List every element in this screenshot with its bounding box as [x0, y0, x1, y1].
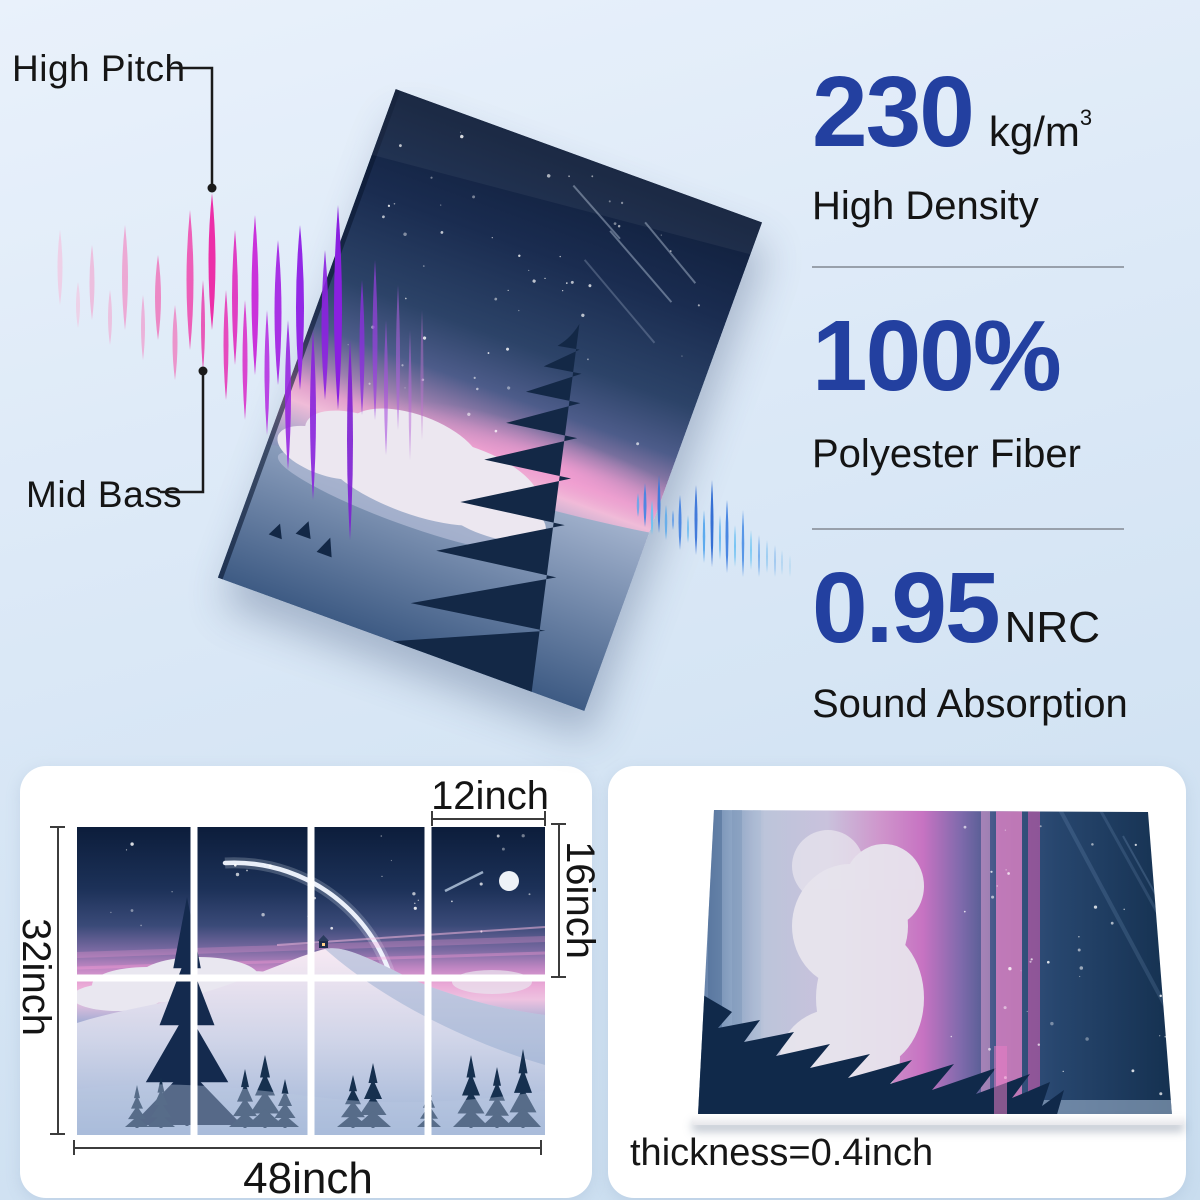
panel-grid-image: [77, 827, 545, 1135]
tick: [73, 1140, 75, 1155]
mid-bass-label: Mid Bass: [26, 474, 183, 515]
panel-thickness-edge: [692, 1114, 1184, 1125]
fiber-stat: 100%: [812, 306, 1062, 406]
fiber-value: 100%: [812, 300, 1062, 412]
density-unit-exponent: 3: [1079, 105, 1093, 130]
tick: [544, 811, 546, 826]
stars: [347, 131, 700, 446]
total-width-line: [74, 1147, 542, 1149]
nrc-unit: NRC: [1004, 603, 1100, 652]
thickness-label: thickness=0.4inch: [630, 1132, 934, 1174]
tick: [551, 976, 566, 978]
tile-width-label: 12inch: [431, 774, 549, 818]
tick: [50, 826, 65, 828]
aurora-band: [981, 810, 1040, 1115]
acoustic-panel-art: [217, 88, 763, 712]
tree-silhouette: [698, 992, 1064, 1115]
mid-bass-connector-line: [160, 366, 208, 494]
sound-wave-left: [57, 193, 424, 540]
pine-tree-silhouette: [268, 323, 582, 692]
tile-height-line: [558, 824, 560, 978]
fiber-label: Polyester Fiber: [812, 432, 1081, 476]
nrc-label: Sound Absorption: [812, 682, 1128, 726]
tile-height-label: 16inch: [558, 841, 602, 959]
tick: [50, 1133, 65, 1135]
tick: [431, 811, 433, 826]
thickness-card: thickness=0.4inch: [608, 766, 1186, 1198]
connector-dot: [207, 183, 217, 193]
density-label: High Density: [812, 184, 1039, 228]
total-width-label: 48inch: [243, 1154, 373, 1200]
dimensions-card: 12inch 16inch 32inch 48inch: [14, 766, 602, 1200]
high-pitch-connector-line: [168, 66, 217, 193]
connector-dot: [198, 366, 208, 376]
nrc-value: 0.95: [812, 552, 1001, 664]
panel-closeup-image: [698, 810, 1172, 1115]
moon: [499, 871, 519, 891]
tile-width-line: [432, 818, 546, 820]
high-pitch-label: High Pitch: [12, 48, 186, 89]
total-height-line: [57, 827, 59, 1135]
density-value: 230: [812, 56, 975, 168]
tile-grid-lines: [77, 827, 545, 1135]
panel-edge: [217, 88, 401, 580]
cabin: [318, 935, 329, 948]
tick: [551, 823, 566, 825]
total-height-label: 32inch: [14, 918, 58, 1036]
stat-divider: [812, 266, 1124, 268]
shooting-star-streaks: [572, 184, 697, 344]
density-stat: 230 kg/m3: [812, 62, 1092, 162]
nrc-stat: 0.95 NRC: [812, 558, 1100, 658]
stat-divider: [812, 528, 1124, 530]
sound-wave-right: [636, 475, 791, 577]
tick: [540, 1140, 542, 1155]
density-unit: kg/m: [988, 108, 1080, 155]
